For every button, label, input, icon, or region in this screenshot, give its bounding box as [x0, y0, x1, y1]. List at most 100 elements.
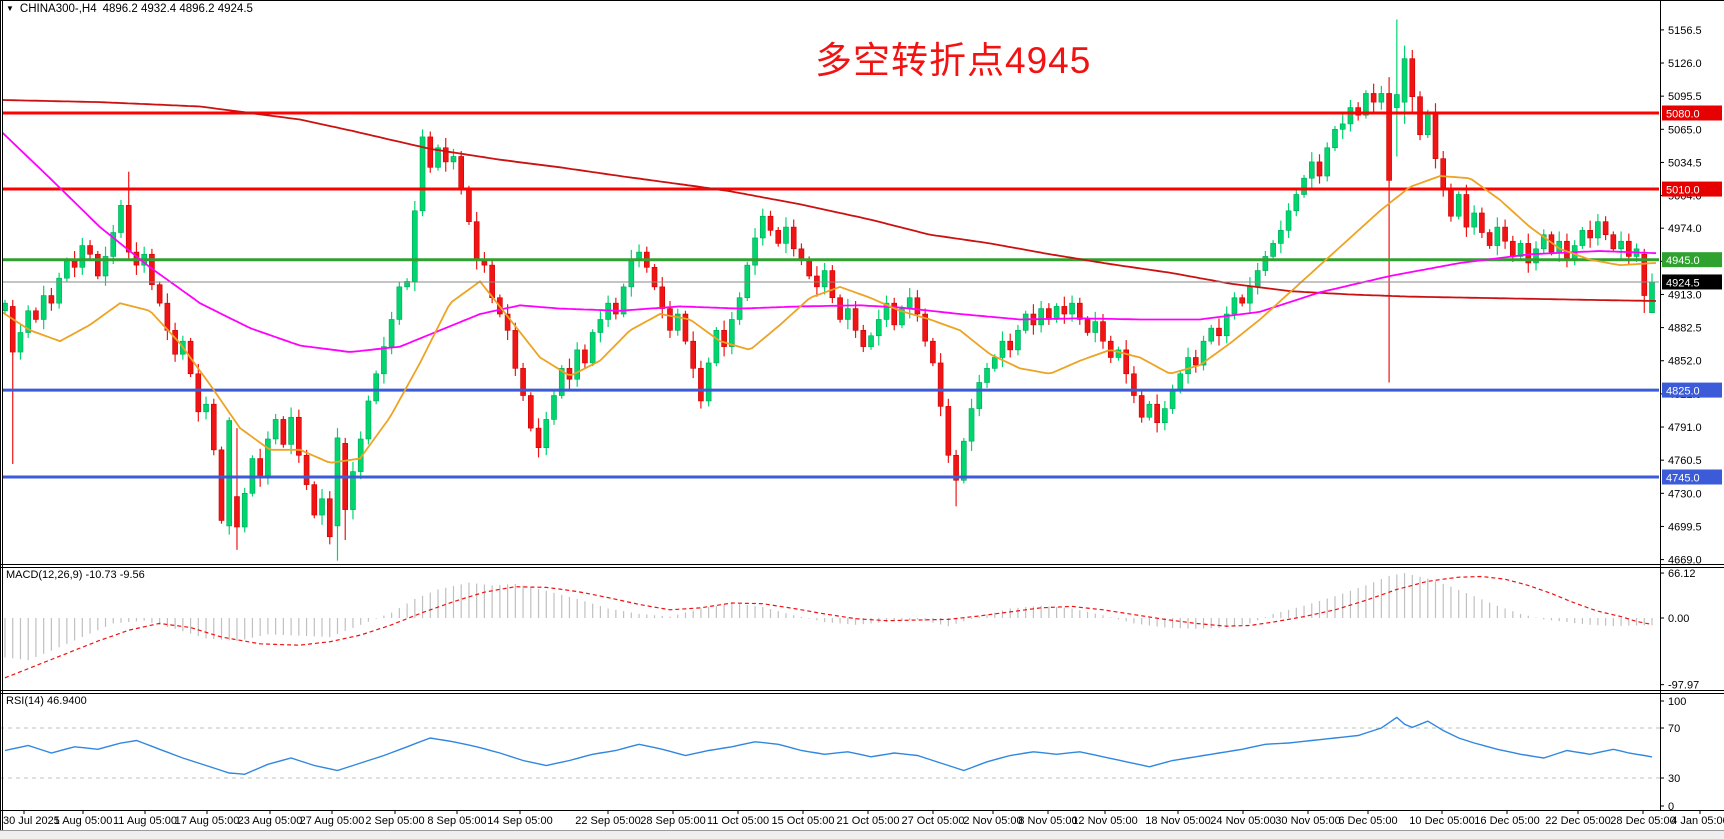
chart-dropdown-arrow-icon[interactable]: ▼ — [6, 4, 14, 13]
candle-body — [1301, 177, 1307, 195]
candle-body — [56, 277, 62, 304]
candle-body — [1046, 308, 1052, 320]
candle-body — [1540, 234, 1547, 250]
rsi-tick-label: 30 — [1668, 773, 1680, 785]
date-label: 11 Aug 05:00 — [113, 815, 177, 827]
candle-body — [1077, 302, 1083, 320]
candle-body — [953, 454, 959, 481]
date-label: 28 Sep 05:00 — [640, 815, 705, 827]
candle-body — [852, 308, 859, 331]
candle-body — [837, 297, 843, 320]
candle-body — [1424, 112, 1431, 136]
candle-body — [891, 302, 898, 326]
candle-body — [1131, 373, 1137, 396]
candle-body — [698, 368, 704, 402]
price-tag-5080.0-bg — [1662, 105, 1722, 121]
candle-body — [767, 215, 774, 231]
candle-body — [829, 270, 836, 299]
candle-body — [775, 230, 782, 244]
chart-title-bar: ▼ CHINA300-,H4 4896.2 4932.4 4896.2 4924… — [6, 3, 253, 15]
candle-body — [48, 295, 55, 304]
candle-body — [930, 340, 936, 364]
candle-body — [937, 362, 944, 407]
candle-body — [806, 259, 812, 277]
date-label: 30 Nov 05:00 — [1275, 815, 1340, 827]
rsi-indicator-label: RSI(14) 46.9400 — [6, 695, 87, 707]
candle-body — [272, 419, 279, 440]
candle-body — [1015, 330, 1021, 351]
candle-body — [450, 156, 457, 163]
date-label: 23 Aug 05:00 — [238, 815, 303, 827]
main-panel[interactable] — [0, 19, 1660, 561]
candle-body — [991, 357, 998, 369]
candle-body — [1216, 327, 1222, 337]
candle-body — [868, 335, 874, 347]
candle-body — [1185, 357, 1191, 375]
price-tick-label: 5156.5 — [1668, 25, 1702, 37]
candle-body — [64, 260, 70, 279]
date-label: 6 Dec 05:00 — [1338, 815, 1397, 827]
rsi-tick-label: 0 — [1668, 801, 1674, 813]
candle-body — [651, 266, 658, 288]
candle-body — [87, 245, 93, 255]
candle-body — [1223, 313, 1230, 337]
candle-body — [504, 313, 511, 331]
candle-body — [1618, 240, 1624, 250]
candle-body — [1208, 327, 1215, 342]
candle-body — [1347, 107, 1354, 125]
candle-body — [845, 308, 851, 320]
price-tag-4945.0-bg — [1662, 252, 1722, 268]
candle-body — [373, 373, 379, 402]
rsi-panel[interactable] — [0, 716, 1660, 779]
rsi-tick-label: 100 — [1668, 696, 1686, 708]
price-tag-4745.0-bg — [1662, 469, 1722, 485]
ma-orange-line — [3, 175, 1657, 464]
price-tick-label: 5034.5 — [1668, 157, 1702, 169]
price-axis[interactable]: 5156.55126.05095.55065.05034.55004.04974… — [1660, 25, 1722, 813]
candle-body — [412, 210, 418, 282]
candle-body — [1517, 243, 1524, 257]
candle-body — [883, 302, 890, 320]
candle-body — [125, 205, 132, 253]
candle-body — [1355, 107, 1361, 116]
date-label: 10 Dec 05:00 — [1409, 815, 1474, 827]
candle-body — [1100, 321, 1106, 342]
candle-body — [1339, 123, 1346, 130]
price-tag-5080.0: 5080.0 — [1662, 105, 1722, 121]
candle-body — [172, 330, 178, 355]
candle-body — [999, 340, 1006, 358]
chart-ohlc-values: 4896.2 4932.4 4896.2 4924.5 — [102, 3, 253, 15]
candle-body — [574, 349, 580, 380]
candle-body — [1533, 248, 1539, 264]
candle-body — [1417, 96, 1423, 136]
candle-body — [589, 332, 596, 364]
candle-body — [1254, 270, 1261, 288]
candle-body — [1455, 194, 1462, 217]
candle-body — [1293, 194, 1300, 212]
chart-symbol-period: CHINA300-,H4 — [19, 3, 97, 15]
candle-body — [528, 395, 534, 429]
candle-body — [1316, 161, 1323, 177]
candle-body — [435, 147, 441, 168]
candle-body — [164, 302, 171, 331]
candle-body — [25, 310, 31, 333]
candle-body — [17, 332, 24, 353]
date-label: 22 Sep 05:00 — [575, 815, 640, 827]
price-tag-5010.0: 5010.0 — [1662, 181, 1722, 197]
macd-panel[interactable] — [4, 573, 1653, 679]
candle-body — [705, 362, 712, 402]
candle-body — [118, 205, 124, 233]
candle-body — [1370, 93, 1377, 103]
candle-body — [1448, 188, 1454, 217]
candle-body — [605, 302, 611, 320]
candle-body — [613, 302, 619, 315]
candle-body — [381, 346, 387, 375]
date-label: 22 Dec 05:00 — [1545, 815, 1610, 827]
candle-body — [1587, 230, 1593, 239]
candle-body — [319, 498, 325, 516]
candle-body — [303, 454, 310, 485]
candle-body — [1069, 302, 1075, 315]
